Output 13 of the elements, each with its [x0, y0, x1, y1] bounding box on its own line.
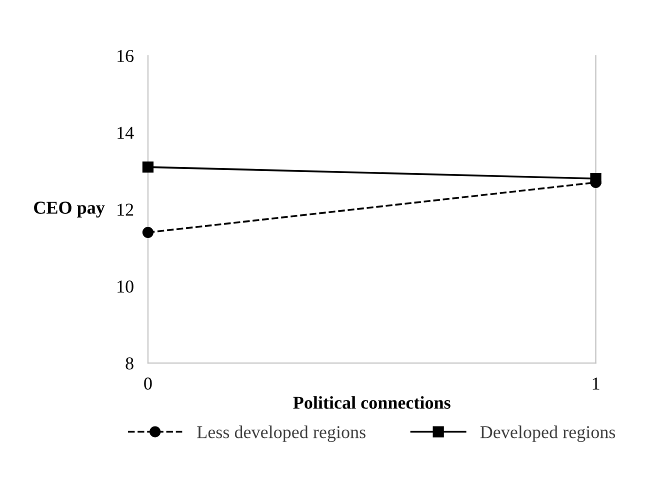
point: [142, 162, 154, 173]
point: [142, 226, 154, 238]
y-tick-label: 14: [118, 126, 134, 139]
y-tick-label: 12: [118, 204, 134, 216]
y-tick-label: 8: [126, 357, 134, 370]
x-tick-label: 1: [592, 378, 600, 390]
y-tick-label: 16: [118, 50, 134, 62]
x-tick-label: 0: [144, 377, 152, 390]
y-tick-label: 10: [118, 280, 134, 293]
legend-label: Developed regions: [480, 426, 616, 442]
legend-label: Less developed regions: [197, 426, 366, 442]
y-axis-title: CEO pay: [34, 202, 105, 218]
x-axis-title: Political connections: [293, 396, 450, 409]
